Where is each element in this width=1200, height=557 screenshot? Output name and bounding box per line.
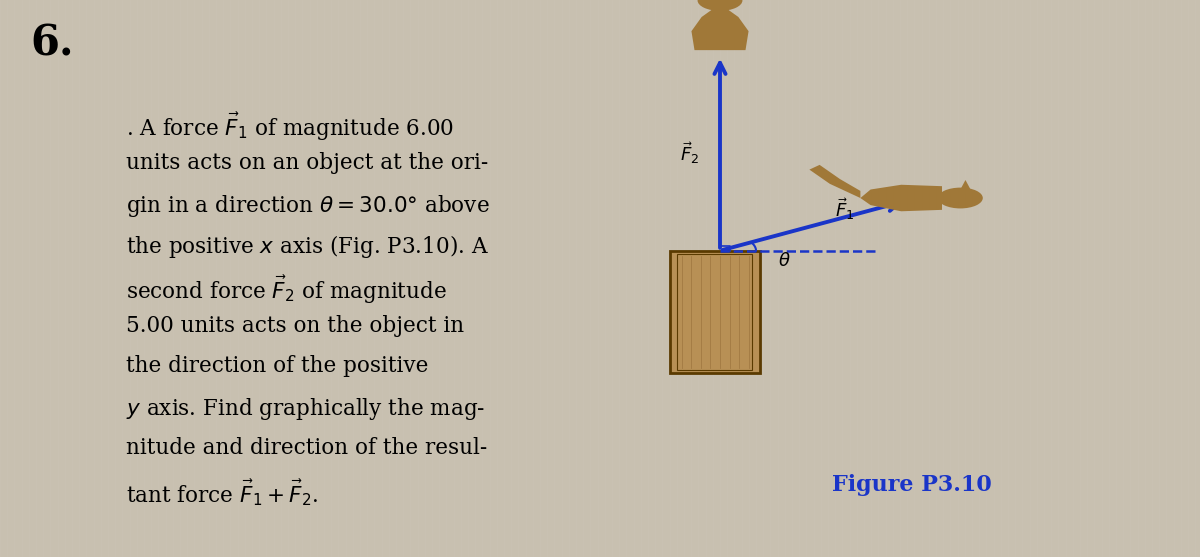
Circle shape — [697, 0, 743, 11]
Text: units acts on an object at the ori-: units acts on an object at the ori- — [126, 152, 488, 174]
Bar — [677, 254, 752, 370]
Bar — [670, 251, 760, 373]
Circle shape — [938, 188, 983, 208]
Text: nitude and direction of the resul-: nitude and direction of the resul- — [126, 437, 487, 458]
Text: the direction of the positive: the direction of the positive — [126, 355, 428, 377]
Text: . A force $\vec{F}_1$ of magnitude 6.00: . A force $\vec{F}_1$ of magnitude 6.00 — [126, 111, 454, 144]
Text: Figure P3.10: Figure P3.10 — [832, 473, 992, 496]
Text: second force $\vec{F}_2$ of magnitude: second force $\vec{F}_2$ of magnitude — [126, 274, 446, 306]
Polygon shape — [809, 165, 860, 198]
Text: 6.: 6. — [30, 22, 73, 64]
Text: $\vec{F}_2$: $\vec{F}_2$ — [680, 140, 700, 166]
Text: $y$ axis. Find graphically the mag-: $y$ axis. Find graphically the mag- — [126, 396, 485, 422]
Polygon shape — [860, 185, 942, 211]
Text: 5.00 units acts on the object in: 5.00 units acts on the object in — [126, 315, 464, 336]
Text: $\theta$: $\theta$ — [779, 252, 791, 270]
Text: gin in a direction $\theta = 30.0°$ above: gin in a direction $\theta = 30.0°$ abov… — [126, 193, 490, 219]
Text: $\vec{F}_1$: $\vec{F}_1$ — [835, 196, 854, 222]
Polygon shape — [691, 7, 749, 50]
Text: the positive $x$ axis (Fig. P3.10). A: the positive $x$ axis (Fig. P3.10). A — [126, 233, 488, 260]
Text: tant force $\vec{F}_1 + \vec{F}_2$.: tant force $\vec{F}_1 + \vec{F}_2$. — [126, 477, 318, 508]
Polygon shape — [960, 180, 971, 189]
